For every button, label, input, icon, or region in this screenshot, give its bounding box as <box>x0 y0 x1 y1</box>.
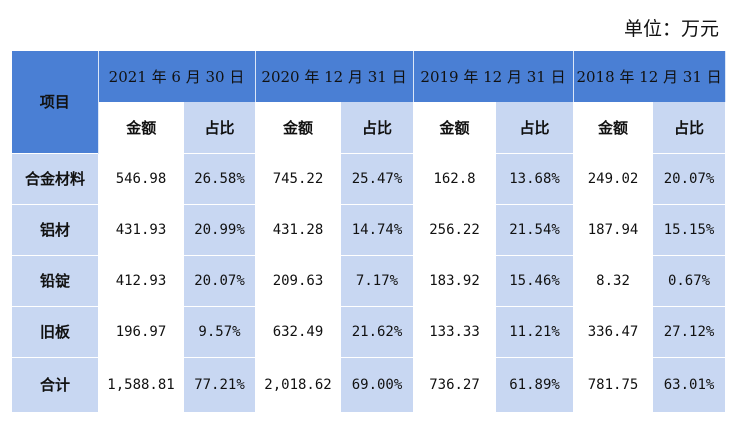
amount-cell: 162.8 <box>413 152 497 204</box>
amount-cell: 187.94 <box>573 203 654 255</box>
ratio-cell: 20.99% <box>184 203 255 255</box>
period-header: 2019 年 12 月 31 日 <box>413 51 574 102</box>
ratio-cell: 15.46% <box>496 254 574 306</box>
table-row: 旧板 196.97 9.57% 632.49 21.62% 133.33 11.… <box>12 305 726 357</box>
amount-cell: 632.49 <box>255 305 341 357</box>
amount-cell: 736.27 <box>413 356 497 412</box>
amount-header: 金额 <box>573 102 654 153</box>
amount-cell: 183.92 <box>413 254 497 306</box>
row-label: 铝材 <box>12 203 98 255</box>
ratio-cell: 26.58% <box>184 152 255 204</box>
amount-cell: 431.28 <box>255 203 341 255</box>
amount-cell: 133.33 <box>413 305 497 357</box>
row-label: 合金材料 <box>12 152 98 204</box>
amount-header: 金额 <box>255 102 341 153</box>
table-row: 铅锭 412.93 20.07% 209.63 7.17% 183.92 15.… <box>12 254 726 306</box>
ratio-cell: 0.67% <box>653 254 726 306</box>
ratio-cell: 25.47% <box>341 152 414 204</box>
ratio-cell: 13.68% <box>496 152 574 204</box>
ratio-header: 占比 <box>496 102 574 153</box>
ratio-cell: 20.07% <box>653 152 726 204</box>
header-row-subcols: 金额 占比 金额 占比 金额 占比 金额 占比 <box>12 102 726 153</box>
amount-cell: 546.98 <box>98 152 184 204</box>
row-label: 铅锭 <box>12 254 98 306</box>
ratio-cell: 21.62% <box>341 305 414 357</box>
ratio-cell: 14.74% <box>341 203 414 255</box>
amount-cell: 249.02 <box>573 152 654 204</box>
period-header: 2021 年 6 月 30 日 <box>98 51 256 102</box>
amount-cell: 781.75 <box>573 356 654 412</box>
amount-cell: 431.93 <box>98 203 184 255</box>
ratio-cell: 9.57% <box>184 305 255 357</box>
amount-cell: 412.93 <box>98 254 184 306</box>
unit-label: 单位：万元 <box>623 18 719 40</box>
ratio-header: 占比 <box>184 102 255 153</box>
amount-cell: 8.32 <box>573 254 654 306</box>
table-row: 合金材料 546.98 26.58% 745.22 25.47% 162.8 1… <box>12 152 726 204</box>
ratio-cell: 61.89% <box>496 356 574 412</box>
ratio-cell: 27.12% <box>653 305 726 357</box>
period-header: 2020 年 12 月 31 日 <box>255 51 414 102</box>
ratio-cell: 15.15% <box>653 203 726 255</box>
row-label: 合计 <box>12 356 98 412</box>
period-header: 2018 年 12 月 31 日 <box>573 51 726 102</box>
ratio-header: 占比 <box>653 102 726 153</box>
item-header: 项目 <box>12 51 99 153</box>
total-row: 合计 1,588.81 77.21% 2,018.62 69.00% 736.2… <box>12 356 726 412</box>
amount-cell: 2,018.62 <box>255 356 341 412</box>
amount-cell: 196.97 <box>98 305 184 357</box>
inventory-table: 项目 2021 年 6 月 30 日 2020 年 12 月 31 日 2019… <box>12 51 726 412</box>
amount-cell: 745.22 <box>255 152 341 204</box>
ratio-cell: 11.21% <box>496 305 574 357</box>
amount-cell: 209.63 <box>255 254 341 306</box>
amount-cell: 336.47 <box>573 305 654 357</box>
amount-cell: 256.22 <box>413 203 497 255</box>
amount-header: 金额 <box>413 102 497 153</box>
header-row-periods: 项目 2021 年 6 月 30 日 2020 年 12 月 31 日 2019… <box>12 51 726 153</box>
amount-header: 金额 <box>98 102 184 153</box>
ratio-header: 占比 <box>341 102 414 153</box>
ratio-cell: 21.54% <box>496 203 574 255</box>
ratio-cell: 69.00% <box>341 356 414 412</box>
amount-cell: 1,588.81 <box>98 356 184 412</box>
table-row: 铝材 431.93 20.99% 431.28 14.74% 256.22 21… <box>12 203 726 255</box>
ratio-cell: 20.07% <box>184 254 255 306</box>
ratio-cell: 7.17% <box>341 254 414 306</box>
ratio-cell: 63.01% <box>653 356 726 412</box>
ratio-cell: 77.21% <box>184 356 255 412</box>
row-label: 旧板 <box>12 305 98 357</box>
